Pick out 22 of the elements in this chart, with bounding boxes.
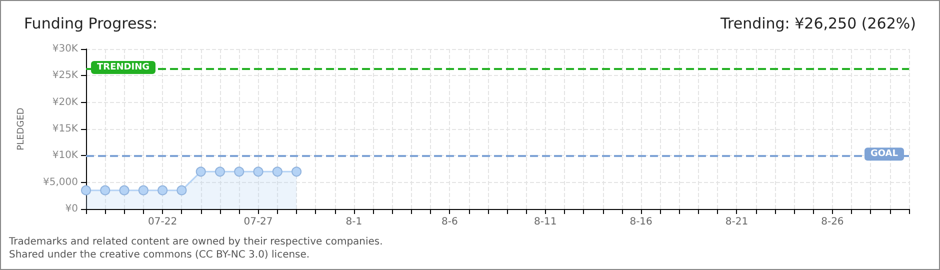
y-tick-label: ¥25K [52,70,78,82]
x-tick-label: 8-1 [346,216,362,228]
text: Shared under the creative commons (CC BY-NC 3.0) license. [9,250,310,260]
x-tick-label: 8-16 [630,216,652,228]
chart-subtitle: Trending: ¥26,250 (262%) [720,14,916,32]
y-tick-label: ¥15K [52,124,78,134]
y-tick-label: ¥10K [52,150,78,162]
y-tick-label: ¥0 [65,204,78,214]
text: Trademarks and related content are owned by their respective companies. [8,236,383,248]
x-tick-label: 8-11 [534,216,557,228]
x-tick-label: 8-6 [441,216,458,228]
chart-title: Funding Progress: [24,14,158,32]
x-tick-label: 07-27 [244,216,273,228]
y-axis-title: PLEDGED [16,108,26,150]
x-tick-label: 07-22 [148,216,178,228]
y-tick-label: ¥5,000 [43,176,78,188]
ref-line-label: GOAL [870,149,898,160]
x-tick-label: 8-26 [821,216,844,228]
ref-line-label: TRENDING [97,62,150,72]
y-tick-label: ¥20K [52,96,78,108]
x-tick-label: 8-21 [725,216,748,228]
y-tick-label: ¥30K [52,44,78,54]
